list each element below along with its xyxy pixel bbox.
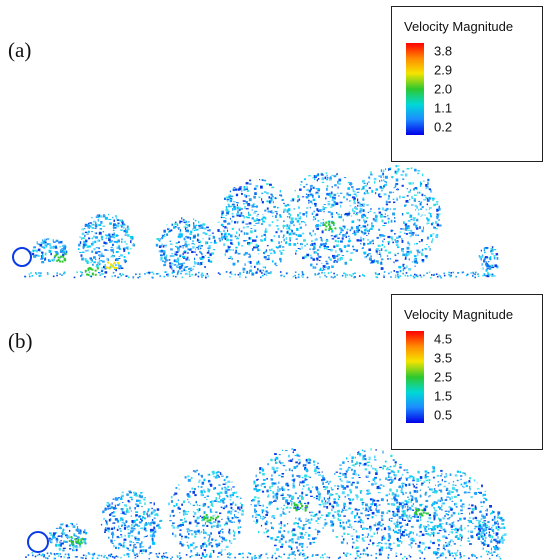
particle-cloud [24,165,499,279]
legend-tick: 3.5 [434,350,453,366]
legend-tick: 3.8 [434,43,453,59]
panel-a: (a) Velocity Magnitude 3.8 2.9 2.0 1.1 [8,6,543,279]
legend-tick: 2.5 [434,369,453,385]
legend-tick: 0.5 [434,407,453,423]
legend-ticks: 4.5 3.5 2.5 1.5 0.5 [434,331,494,423]
particle-field-image [12,165,499,279]
legend-title: Velocity Magnitude [404,19,514,34]
velocity-legend: Velocity Magnitude 3.8 2.9 2.0 1.1 0.2 [391,6,543,162]
legend-colorbar [406,331,424,423]
legend-ticks: 3.8 2.9 2.0 1.1 0.2 [434,43,494,135]
panel-label: (b) [8,329,33,353]
legend-tick: 1.1 [434,100,453,116]
panel-label: (a) [8,38,32,62]
legend-tick: 0.2 [434,119,453,135]
velocity-legend: Velocity Magnitude 4.5 3.5 2.5 1.5 0.5 [391,294,543,450]
legend-tick: 1.5 [434,388,453,404]
legend-tick: 2.9 [434,62,453,78]
cylinder-obstacle [27,531,49,553]
legend-title: Velocity Magnitude [404,307,514,322]
panel-b: (b) Velocity Magnitude 4.5 3.5 2.5 1.5 [0,285,550,560]
legend-colorbar [406,43,424,135]
legend-tick: 2.0 [434,81,453,97]
cylinder-obstacle [12,247,32,267]
particle-field-image [25,448,507,560]
particle-cloud [25,448,507,560]
legend-tick: 4.5 [434,331,453,347]
